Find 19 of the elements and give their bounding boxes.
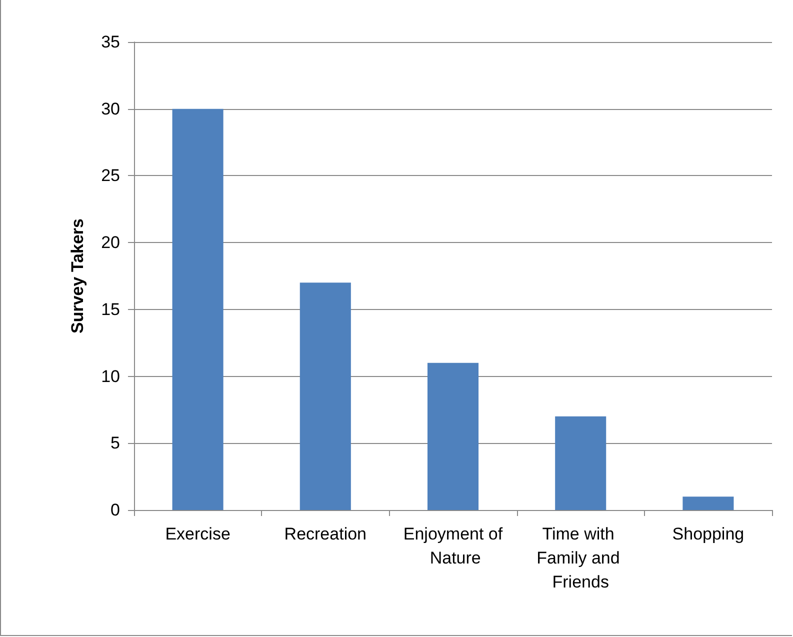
y-axis-title: Survey Takers (68, 218, 87, 334)
y-tick-label: 0 (110, 500, 120, 520)
bar (682, 496, 734, 510)
y-tick-label: 20 (101, 233, 120, 252)
y-tick-label: 35 (101, 32, 120, 52)
x-tick-label: Shopping (672, 524, 744, 544)
x-tick-label: Enjoyment of Nature (403, 524, 503, 568)
bar (555, 416, 606, 510)
y-tick-label: 25 (101, 166, 120, 186)
y-tick-label: 5 (110, 434, 120, 453)
x-tick-label: Recreation (284, 524, 367, 544)
bar (300, 282, 351, 510)
y-tick-label: 30 (101, 99, 120, 118)
y-tick-label: 15 (101, 300, 120, 319)
bar (172, 108, 224, 510)
x-tick-label: Time with Family and Friends (536, 524, 625, 592)
bar (427, 362, 479, 510)
x-tick-label: Exercise (165, 524, 230, 544)
y-tick-label: 10 (101, 366, 120, 386)
